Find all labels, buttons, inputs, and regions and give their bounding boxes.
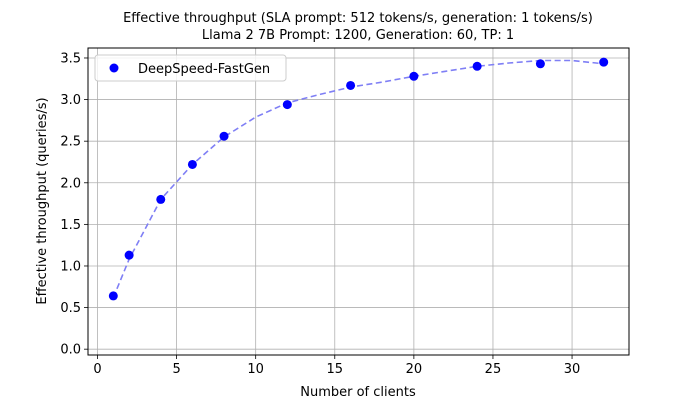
- data-point: [409, 71, 419, 81]
- data-point: [187, 159, 197, 169]
- y-tick-label: 3.5: [60, 51, 81, 66]
- data-point: [156, 194, 166, 204]
- data-point: [472, 61, 482, 71]
- y-axis-ticks: 0.0 0.5 1.0 1.5 2.0 2.5 3.0 3.5: [60, 51, 88, 358]
- chart-title-line1: Effective throughput (SLA prompt: 512 to…: [123, 11, 593, 26]
- grid-lines: [88, 48, 629, 355]
- x-tick-label: 0: [93, 362, 101, 377]
- data-point: [282, 100, 292, 110]
- data-point: [535, 59, 545, 69]
- y-tick-label: 2.0: [60, 176, 81, 191]
- fit-curve-layer: [112, 59, 604, 298]
- chart-title-line2: Llama 2 7B Prompt: 1200, Generation: 60,…: [202, 28, 514, 43]
- x-tick-label: 5: [172, 362, 180, 377]
- data-point: [346, 80, 356, 90]
- x-tick-label: 10: [247, 362, 264, 377]
- y-tick-label: 1.0: [60, 259, 81, 274]
- legend-box: [94, 54, 287, 82]
- legend-label: DeepSpeed-FastGen: [138, 62, 270, 77]
- x-tick-label: 30: [564, 362, 581, 377]
- fit-curve-line: [112, 59, 604, 298]
- x-axis-ticks: 0 5 10 15 20 25 30: [93, 355, 580, 377]
- y-tick-label: 2.5: [60, 135, 81, 150]
- y-tick-label: 0.0: [60, 343, 81, 358]
- x-tick-label: 20: [406, 362, 423, 377]
- data-point: [219, 131, 229, 141]
- x-axis-label: Number of clients: [300, 385, 416, 400]
- data-point: [124, 250, 134, 260]
- data-point: [599, 57, 609, 67]
- x-tick-label: 15: [326, 362, 343, 377]
- legend-marker: [109, 63, 119, 73]
- x-tick-label: 25: [485, 362, 502, 377]
- y-tick-label: 0.5: [60, 301, 81, 316]
- y-axis-label: Effective throughput (queries/s): [35, 97, 50, 304]
- data-points-layer: [108, 57, 609, 301]
- data-point: [108, 291, 118, 301]
- y-tick-label: 1.5: [60, 218, 81, 233]
- plot-frame: [87, 47, 630, 356]
- y-tick-label: 3.0: [60, 93, 81, 108]
- legend: DeepSpeed-FastGen: [94, 54, 287, 82]
